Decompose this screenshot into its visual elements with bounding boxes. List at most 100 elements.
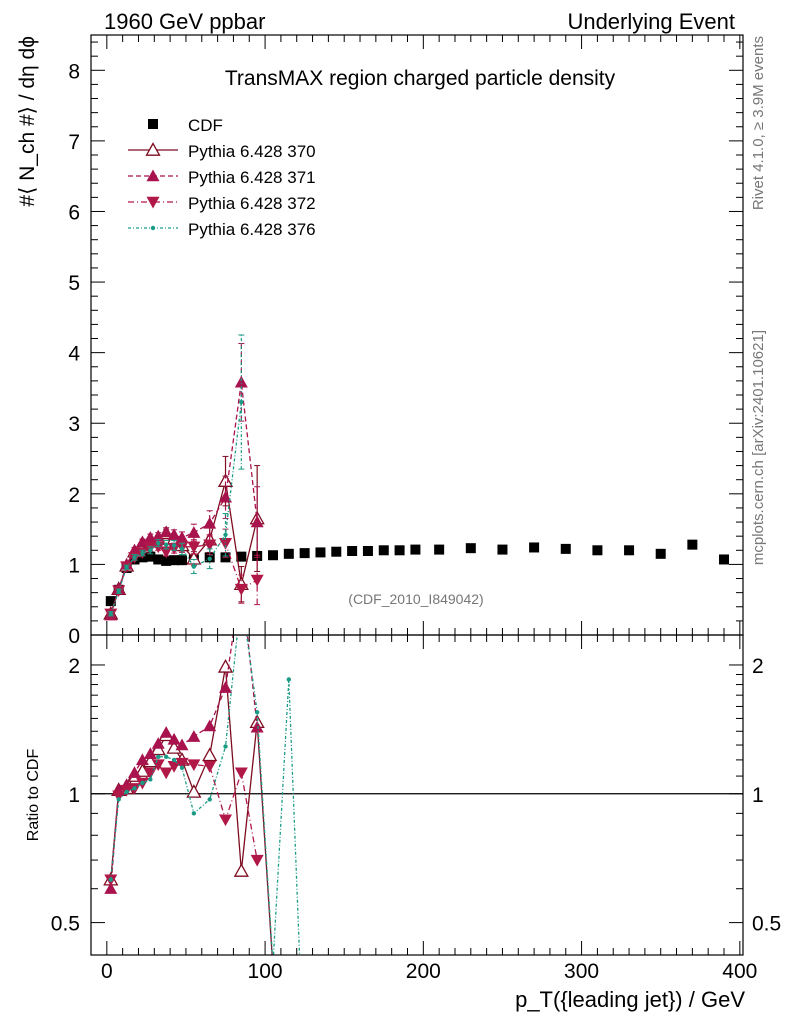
data-point xyxy=(116,589,121,594)
data-point xyxy=(347,546,358,556)
y-tick-label: 5 xyxy=(68,272,80,295)
legend-entry: Pythia 6.428 376 xyxy=(128,220,316,239)
data-point xyxy=(529,542,540,553)
header-left: 1960 GeV ppbar xyxy=(104,9,265,34)
axis-layer xyxy=(91,35,743,955)
data-point xyxy=(250,515,264,528)
mcplots-text: mcplots.cern.ch [arXiv:2401.10621] xyxy=(750,330,767,565)
ratio-point xyxy=(187,759,201,772)
ratio-point xyxy=(298,962,302,966)
ratio-point xyxy=(151,737,165,749)
data-point xyxy=(234,375,248,388)
ratio-point xyxy=(187,730,201,742)
ratio-series-0 xyxy=(103,658,295,974)
data-point xyxy=(163,542,169,547)
y-tick-label: 2 xyxy=(68,484,80,507)
data-point xyxy=(219,538,233,550)
analysis-label: (CDF_2010_I849042) xyxy=(348,591,483,607)
data-point xyxy=(145,551,156,562)
ratio-point xyxy=(282,962,295,974)
data-point xyxy=(434,544,445,555)
ratio-point xyxy=(159,767,173,780)
data-point xyxy=(187,526,201,538)
data-point xyxy=(176,555,187,566)
y-tick-label: 8 xyxy=(68,60,80,83)
plot-title: TransMAX region charged particle density xyxy=(225,67,616,90)
data-point xyxy=(331,546,342,557)
series-4 xyxy=(107,334,245,617)
data-point xyxy=(153,554,164,565)
series-2 xyxy=(104,342,264,621)
data-point xyxy=(687,539,698,550)
data-point xyxy=(223,532,228,537)
ratio-point xyxy=(233,863,249,877)
y-tick-label: 4 xyxy=(68,343,80,366)
ratio-point xyxy=(217,658,234,673)
data-point xyxy=(148,548,153,553)
series-line xyxy=(110,401,242,615)
y-tick-label: 7 xyxy=(68,131,80,154)
x-axis-label: p_T({leading jet}) / GeV xyxy=(515,987,745,1012)
data-point xyxy=(124,565,129,570)
ratio-point xyxy=(159,726,173,738)
data-point xyxy=(169,555,180,566)
ratio-series-3 xyxy=(108,635,302,966)
data-point xyxy=(179,546,185,552)
data-point xyxy=(161,555,172,566)
ratio-point xyxy=(250,854,264,867)
ratio-point xyxy=(156,754,161,760)
ratio-series-1 xyxy=(104,635,264,894)
data-point xyxy=(159,525,173,538)
legend-marker xyxy=(146,169,160,182)
legend-label: Pythia 6.428 371 xyxy=(188,168,316,187)
data-point xyxy=(108,611,113,617)
data-point xyxy=(234,583,248,596)
ratio-point xyxy=(203,719,217,732)
ratio-point xyxy=(223,744,228,749)
ratio-panel-data xyxy=(91,635,743,974)
data-point xyxy=(140,550,145,556)
ratio-y-tick-label-right: 0.5 xyxy=(752,913,781,936)
y-tick-label: 6 xyxy=(68,201,80,224)
data-point xyxy=(624,545,635,556)
ratio-y-tick-label-right: 1 xyxy=(752,784,764,807)
y-axis-label: #⟨ N_ch #⟩ / dη dϕ xyxy=(16,36,39,207)
ratio-point xyxy=(219,814,233,827)
ratio-point xyxy=(286,677,292,682)
data-point xyxy=(465,543,476,554)
x-tick-label: 300 xyxy=(564,960,599,983)
data-point xyxy=(267,550,278,561)
ratio-point xyxy=(175,757,189,770)
data-point xyxy=(132,555,137,560)
rivet-version-text: Rivet 4.1.0, ≥ 3.9M events xyxy=(750,36,767,210)
legend-label: CDF xyxy=(188,116,223,135)
data-point xyxy=(394,545,405,556)
data-point xyxy=(175,531,189,543)
data-point xyxy=(191,564,197,569)
x-tick-label: 200 xyxy=(406,960,441,983)
ratio-line xyxy=(110,635,258,889)
legend-marker xyxy=(150,225,156,231)
text-layer: 0 100 200 300 400 0 1 2 3 4 5 6 7 8 0.5 0.5 1 1 2 2 1960 GeV… xyxy=(16,9,781,1012)
data-point xyxy=(105,596,116,607)
data-point xyxy=(497,544,508,555)
ratio-line xyxy=(110,666,273,955)
data-point xyxy=(203,539,217,552)
ratio-point xyxy=(143,747,157,760)
ratio-point xyxy=(219,681,233,693)
data-point xyxy=(378,545,389,556)
x-tick-label: 0 xyxy=(101,960,113,983)
ratio-point xyxy=(202,747,218,762)
data-layer xyxy=(91,334,743,974)
ratio-point xyxy=(148,777,153,782)
ratio-point xyxy=(112,790,126,803)
legend-entry: Pythia 6.428 372 xyxy=(128,194,316,213)
data-point xyxy=(719,554,730,565)
data-point xyxy=(156,541,161,546)
main-panel-data xyxy=(103,334,730,621)
data-point xyxy=(151,541,165,554)
ratio-point xyxy=(140,780,145,786)
legend-label: Pythia 6.428 376 xyxy=(188,220,316,239)
ratio-point xyxy=(108,877,113,882)
ratio-point xyxy=(124,789,129,795)
